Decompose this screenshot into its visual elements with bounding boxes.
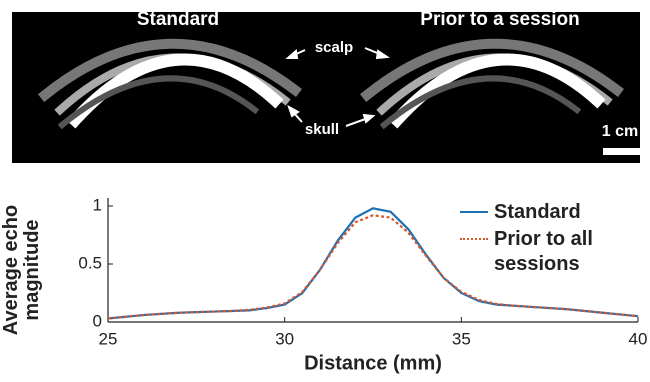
y-tick-label: 0.5 [78, 253, 102, 272]
figure: Standard Prior to a session scalp skull … [0, 0, 650, 382]
y-tick-label: 1 [93, 195, 102, 214]
legend-label: Prior to all sessions [494, 227, 624, 277]
image-title: Prior to a session [420, 9, 579, 30]
legend-entry: Prior to all sessions [460, 227, 624, 277]
legend-swatch [460, 211, 488, 213]
x-tick-label: 35 [452, 329, 471, 348]
scale-label: 1 cm [602, 123, 638, 140]
page: {"image_panel": {"left_title": "Standard… [0, 0, 650, 382]
x-axis-label: Distance (mm) [304, 352, 442, 374]
x-tick-label: 40 [629, 329, 648, 348]
legend-entry: Standard [460, 200, 624, 225]
scalp-label: scalp [315, 39, 353, 56]
x-tick-label: 25 [99, 329, 118, 348]
image-title: Standard [137, 9, 219, 30]
y-axis-label: Average echo magnitude [1, 195, 45, 345]
x-tick-label: 30 [275, 329, 294, 348]
legend-label: Standard [494, 200, 624, 225]
skull-label: skull [305, 121, 339, 138]
y-tick-label: 0 [93, 311, 102, 330]
scale-bar [603, 148, 640, 155]
legend-swatch [460, 238, 488, 240]
